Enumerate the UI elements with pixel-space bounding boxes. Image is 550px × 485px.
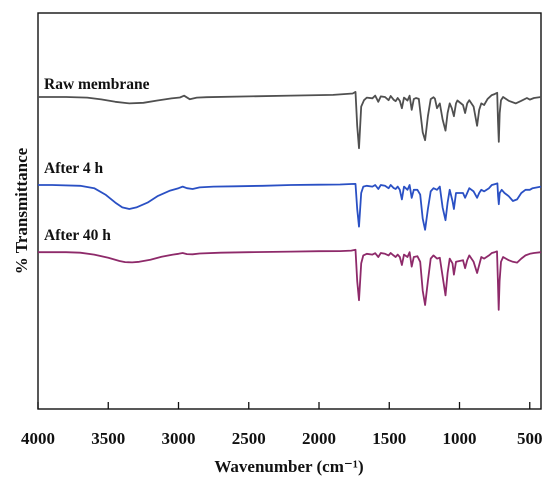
x-tick-label: 3500 (91, 429, 125, 448)
series-line (38, 91, 542, 150)
x-tick-label: 3000 (162, 429, 196, 448)
series-label: After 4 h (44, 160, 103, 177)
plot-frame (37, 12, 542, 410)
x-tick-label: 4000 (21, 429, 55, 448)
series-line (38, 182, 542, 231)
series-labels: Raw membrane After 4 h After 40 h (44, 76, 150, 244)
series-label: After 40 h (44, 227, 111, 244)
x-tick-label: 2000 (302, 429, 336, 448)
x-tick-label: 2500 (232, 429, 266, 448)
series-layer (38, 91, 542, 311)
x-tick-label: 500 (517, 429, 543, 448)
x-tick-label: 1000 (443, 429, 477, 448)
x-tick-label: 1500 (372, 429, 406, 448)
series-line (38, 248, 542, 311)
x-axis-ticks: 4000 3500 3000 2500 2000 1500 1000 500 (21, 402, 543, 448)
series-label: Raw membrane (44, 76, 150, 93)
x-axis-title: Wavenumber (cm⁻¹) (214, 457, 363, 476)
y-axis-title: % Transmittance (12, 147, 31, 274)
